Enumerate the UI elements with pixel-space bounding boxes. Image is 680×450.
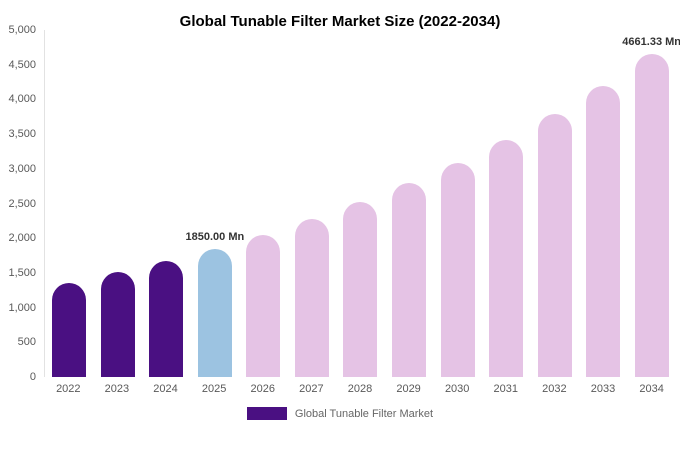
- x-axis: 2022 2023 2024 2025 2026 2027 2028 2029 2030 2031…: [44, 377, 676, 395]
- bar-2029: [391, 183, 426, 377]
- y-tick-label: 1,500: [8, 266, 36, 279]
- bar-column: [433, 30, 482, 377]
- bars: 1850.00 Mn 4661.33 Mn: [45, 30, 680, 377]
- bar-column: [482, 30, 531, 377]
- bar-2028: [343, 202, 378, 377]
- bar-2022: [52, 282, 87, 377]
- y-tick-label: 2,000: [8, 232, 36, 245]
- bar-column: [579, 30, 628, 377]
- chart-plot-region: 0 500 1,000 1,500 2,000 2,500 3,000 3,500 4,000 4…: [0, 24, 680, 383]
- x-tick-label: 2033: [590, 383, 616, 395]
- y-axis: 0 500 1,000 1,500 2,000 2,500 3,000 3,500 4,000 4…: [0, 24, 44, 383]
- y-tick-label: 3,000: [8, 162, 36, 175]
- x-tick-label: 2026: [250, 383, 275, 395]
- bar-2032: [537, 113, 572, 377]
- legend-label: Global Tunable Filter Market: [294, 407, 434, 420]
- bar-2034: [634, 53, 669, 377]
- bar-2024: [149, 261, 184, 377]
- y-tick-label: 0: [29, 371, 36, 383]
- y-tick-label: 500: [17, 336, 36, 349]
- bar-column: [45, 30, 94, 377]
- bar-column: [142, 30, 191, 377]
- bar-column: [288, 30, 337, 377]
- bar-column: [530, 30, 579, 377]
- bar-column: [336, 30, 385, 377]
- y-tick-label: 4,500: [8, 58, 36, 71]
- x-tick-label: 2025: [201, 383, 227, 395]
- bar-value-label: 4661.33 Mn: [622, 35, 680, 48]
- x-tick-label: 2024: [153, 383, 178, 395]
- bar-column: [385, 30, 434, 377]
- bar-2030: [440, 162, 475, 377]
- bar-value-label: 1850.00 Mn: [185, 230, 245, 243]
- x-tick-label: 2030: [444, 383, 470, 395]
- bar-2026: [246, 234, 281, 377]
- bar-column: 4661.33 Mn: [622, 30, 680, 377]
- x-tick-label: 2028: [347, 383, 373, 395]
- x-tick-label: 2023: [104, 383, 130, 395]
- y-tick-label: 3,500: [8, 128, 36, 141]
- y-tick-label: 2,500: [8, 197, 36, 210]
- x-tick-label: 2031: [493, 383, 519, 395]
- y-tick-label: 1,000: [8, 301, 36, 314]
- bar-2027: [294, 219, 329, 377]
- bar-2031: [489, 139, 524, 377]
- bar-2025: [197, 248, 232, 377]
- bar-column: 1850.00 Mn: [186, 30, 244, 377]
- x-tick-label: 2022: [56, 383, 81, 395]
- legend-swatch: [246, 407, 287, 420]
- x-tick-label: 2034: [639, 383, 664, 395]
- x-tick-label: 2029: [396, 383, 421, 395]
- bar-column: [94, 30, 143, 377]
- chart-title: Global Tunable Filter Market Size (2022-…: [179, 13, 501, 30]
- y-tick-label: 5,000: [8, 24, 36, 36]
- bar-2023: [100, 272, 135, 377]
- x-tick-label: 2032: [542, 383, 567, 395]
- bar-column: [239, 30, 288, 377]
- bar-2033: [586, 85, 621, 377]
- plot-area: 1850.00 Mn 4661.33 Mn: [44, 30, 680, 377]
- legend: Global Tunable Filter Market: [0, 407, 680, 420]
- y-tick-label: 4,000: [8, 93, 36, 106]
- x-tick-label: 2027: [299, 383, 324, 395]
